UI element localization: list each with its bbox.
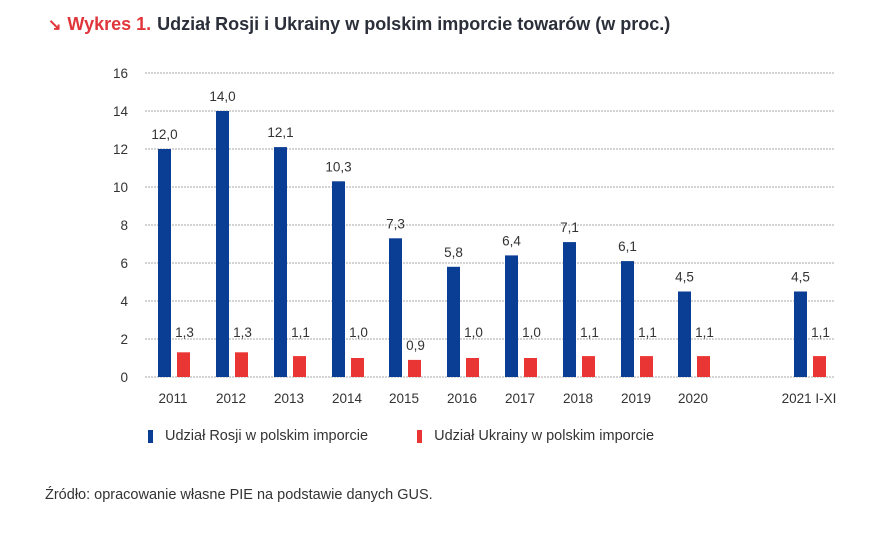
y-tick-label: 14 — [113, 104, 129, 119]
bar-russia — [505, 255, 518, 377]
y-axis-ticks: 0 2 4 6 8 10 12 14 16 — [113, 66, 129, 385]
data-label-russia: 4,5 — [675, 270, 694, 285]
legend-item-ukraine: Udział Ukrainy w polskim imporcie — [417, 428, 654, 444]
x-tick-label: 2014 — [332, 391, 363, 406]
legend-swatch-ukraine — [417, 429, 423, 443]
y-tick-label: 12 — [113, 142, 128, 157]
x-tick-label: 2021 I-XI — [782, 391, 837, 406]
bar-ukraine — [640, 356, 653, 377]
bar-russia — [389, 238, 402, 377]
legend-item-russia: Udział Rosji w polskim imporcie — [148, 428, 368, 444]
y-tick-label: 16 — [113, 66, 128, 81]
legend-swatch-russia — [148, 429, 153, 443]
data-label-russia: 7,1 — [560, 220, 579, 235]
bar-ukraine — [524, 358, 537, 377]
arrow-down-right-icon: ↘ — [48, 17, 62, 34]
data-label-ukraine: 1,3 — [175, 325, 194, 340]
figure-number: Wykres 1. — [67, 14, 152, 34]
data-label-ukraine: 0,9 — [406, 338, 425, 353]
bar-russia — [216, 111, 229, 377]
data-label-ukraine: 1,1 — [638, 325, 657, 340]
x-tick-label: 2016 — [447, 391, 477, 406]
bar-ukraine — [293, 356, 306, 377]
y-tick-label: 2 — [120, 332, 128, 347]
data-label-ukraine: 1,1 — [811, 325, 830, 340]
gridlines — [145, 72, 835, 378]
data-label-russia: 6,1 — [618, 239, 637, 254]
x-tick-label: 2012 — [216, 391, 246, 406]
data-label-ukraine: 1,0 — [464, 325, 483, 340]
data-label-russia: 6,4 — [502, 233, 521, 248]
bar-russia — [447, 266, 460, 377]
data-label-russia: 12,1 — [267, 125, 293, 140]
legend-label-ukraine: Udział Ukrainy w polskim imporcie — [434, 428, 655, 444]
data-label-russia: 5,8 — [444, 245, 463, 260]
bar-ukraine — [697, 356, 710, 377]
bar-russia — [678, 291, 691, 377]
bar-russia — [158, 149, 171, 377]
x-tick-label: 2019 — [621, 391, 651, 406]
chart-title: ↘ Wykres 1. Udział Rosji i Ukrainy w polsk… — [48, 14, 670, 35]
bar-ukraine — [235, 352, 248, 377]
figure-title: Udział Rosji i Ukrainy w polskim imporci… — [157, 14, 671, 34]
x-tick-label: 2013 — [274, 391, 304, 406]
data-labels: 12,0 1,3 14,0 1,3 12,1 1,1 10,3 1,0 7,3 0,9 5,8 1,0… — [151, 89, 830, 353]
bar-russia — [274, 147, 287, 377]
legend: Udział Rosji w polskim imporcie Udział U… — [148, 428, 699, 447]
x-axis-ticks: 2011 2012 2013 2014 2015 2016 2017 2018 2019 2020… — [158, 391, 836, 406]
bar-ukraine — [582, 356, 595, 377]
bar-russia — [794, 291, 807, 377]
x-tick-label: 2018 — [563, 391, 593, 406]
data-label-ukraine: 1,1 — [695, 325, 714, 340]
y-tick-label: 0 — [120, 370, 128, 385]
bar-ukraine — [466, 358, 479, 377]
y-tick-label: 8 — [120, 218, 128, 233]
data-label-russia: 10,3 — [325, 159, 351, 174]
bar-ukraine — [351, 358, 364, 377]
data-label-ukraine: 1,1 — [291, 325, 310, 340]
x-tick-label: 2020 — [678, 391, 708, 406]
y-tick-label: 4 — [120, 294, 128, 309]
bar-ukraine — [408, 359, 421, 377]
bar-ukraine — [813, 356, 826, 377]
data-label-ukraine: 1,1 — [580, 325, 599, 340]
data-label-ukraine: 1,3 — [233, 325, 252, 340]
data-label-russia: 7,3 — [386, 216, 405, 231]
data-label-russia: 4,5 — [791, 270, 810, 285]
bar-russia — [563, 242, 576, 377]
bar-russia — [621, 261, 634, 377]
x-tick-label: 2011 — [158, 391, 187, 406]
y-tick-label: 10 — [113, 180, 128, 195]
y-tick-label: 6 — [120, 256, 128, 271]
bar-ukraine — [177, 352, 190, 377]
data-label-russia: 14,0 — [209, 89, 235, 104]
data-label-russia: 12,0 — [151, 127, 177, 142]
bar-russia — [332, 181, 345, 377]
data-label-ukraine: 1,0 — [522, 325, 541, 340]
x-tick-label: 2017 — [505, 391, 535, 406]
x-tick-label: 2015 — [389, 391, 419, 406]
data-label-ukraine: 1,0 — [349, 325, 368, 340]
legend-label-russia: Udział Rosji w polskim imporcie — [165, 428, 369, 444]
source-note: Źródło: opracowanie własne PIE na podsta… — [45, 487, 433, 503]
bars — [158, 111, 826, 377]
